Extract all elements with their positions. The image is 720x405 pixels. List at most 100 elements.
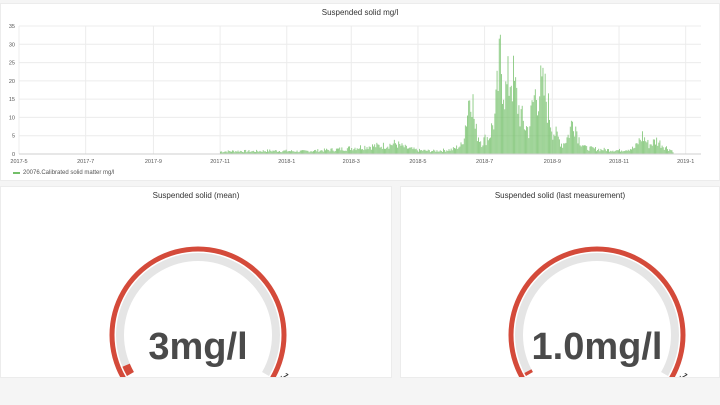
data-bar bbox=[385, 148, 387, 154]
data-bar bbox=[363, 150, 365, 154]
data-bar bbox=[317, 149, 319, 154]
data-bar bbox=[338, 148, 340, 154]
data-bar bbox=[656, 137, 658, 154]
data-bar bbox=[267, 149, 268, 154]
data-bar bbox=[387, 146, 389, 154]
data-bar bbox=[434, 150, 436, 154]
data-bar bbox=[530, 105, 532, 154]
data-bar bbox=[638, 138, 640, 154]
data-bar bbox=[473, 118, 475, 154]
x-tick-label: 2018-1 bbox=[278, 159, 295, 165]
data-bar bbox=[569, 126, 571, 154]
data-bar bbox=[405, 145, 407, 154]
data-bar bbox=[627, 149, 629, 154]
data-bar bbox=[269, 149, 271, 154]
data-bar bbox=[392, 143, 394, 154]
data-bar bbox=[564, 143, 566, 154]
x-tick-label: 2018-9 bbox=[544, 159, 561, 165]
data-bar bbox=[394, 143, 396, 154]
data-bar bbox=[380, 146, 382, 154]
data-bar bbox=[255, 152, 256, 154]
data-bar bbox=[417, 151, 419, 154]
data-bar bbox=[307, 150, 309, 154]
data-bar bbox=[279, 151, 281, 154]
x-tick-label: 2018-11 bbox=[609, 159, 629, 165]
data-bar bbox=[228, 151, 230, 154]
y-tick-label: 20 bbox=[9, 79, 15, 85]
data-bar bbox=[439, 150, 441, 154]
data-bar bbox=[510, 85, 512, 154]
gauge-title-last[interactable]: Suspended solid (last measurement) bbox=[494, 191, 626, 200]
data-bar bbox=[261, 151, 263, 154]
data-bar bbox=[515, 77, 517, 154]
data-bar bbox=[516, 87, 518, 154]
data-bar bbox=[574, 136, 576, 154]
data-bar bbox=[461, 144, 463, 154]
data-bar bbox=[302, 150, 303, 154]
gauge-min-label: 0 bbox=[503, 376, 516, 377]
data-bar bbox=[506, 84, 508, 154]
data-bar bbox=[283, 150, 285, 154]
data-bar bbox=[507, 56, 509, 154]
data-bar bbox=[487, 140, 489, 154]
data-bar bbox=[645, 141, 647, 154]
data-bar bbox=[441, 151, 443, 154]
data-bar bbox=[382, 142, 384, 154]
data-bar bbox=[226, 152, 228, 154]
data-bar bbox=[404, 144, 406, 154]
data-bar bbox=[553, 134, 555, 154]
data-bar bbox=[581, 145, 583, 154]
data-bar bbox=[326, 148, 328, 154]
data-bar bbox=[444, 150, 446, 154]
data-bar bbox=[478, 137, 479, 154]
data-bar bbox=[225, 151, 227, 154]
data-bar bbox=[232, 150, 234, 154]
data-bar bbox=[577, 143, 579, 154]
data-bar bbox=[624, 150, 626, 154]
data-bar bbox=[252, 150, 254, 154]
data-bar bbox=[479, 141, 481, 154]
y-tick-label: 0 bbox=[12, 152, 15, 158]
data-bar bbox=[544, 73, 546, 154]
data-bar bbox=[431, 151, 432, 154]
data-bar bbox=[554, 136, 556, 154]
data-bar bbox=[220, 151, 222, 154]
data-bar bbox=[378, 144, 380, 154]
data-bar bbox=[570, 120, 572, 154]
data-bar bbox=[367, 149, 369, 154]
data-bar bbox=[446, 150, 448, 154]
x-tick-label: 2018-5 bbox=[409, 159, 426, 165]
gauge-title-mean[interactable]: Suspended solid (mean) bbox=[152, 191, 240, 200]
data-bar bbox=[424, 149, 426, 154]
data-bar bbox=[272, 150, 274, 154]
data-bar bbox=[379, 147, 381, 154]
data-bar bbox=[316, 151, 318, 154]
data-bar bbox=[649, 144, 651, 154]
data-bar bbox=[573, 131, 575, 154]
gauge-min-label: 0 bbox=[104, 376, 117, 377]
data-bar bbox=[458, 147, 460, 154]
data-bar bbox=[494, 113, 496, 154]
data-bar bbox=[248, 150, 250, 154]
data-bar bbox=[533, 95, 535, 154]
data-bar bbox=[448, 149, 450, 154]
data-bar bbox=[429, 152, 431, 154]
data-bar bbox=[426, 150, 428, 154]
data-bar bbox=[406, 148, 408, 154]
data-bar bbox=[260, 151, 262, 154]
data-bar bbox=[357, 148, 359, 154]
chart-legend[interactable]: 20076.Calibrated solid matter mg/l bbox=[13, 170, 114, 176]
panel-title[interactable]: Suspended solid mg/l bbox=[321, 8, 399, 17]
data-bar bbox=[561, 143, 563, 154]
data-bar bbox=[617, 150, 619, 154]
data-bar bbox=[314, 150, 315, 154]
data-bar bbox=[650, 144, 652, 154]
data-bar bbox=[528, 138, 530, 154]
data-bar bbox=[362, 149, 364, 154]
data-bar bbox=[491, 123, 493, 154]
data-bar bbox=[532, 102, 534, 154]
data-bar bbox=[508, 95, 510, 154]
data-bar bbox=[288, 151, 290, 154]
data-bar bbox=[579, 145, 581, 154]
data-bar bbox=[450, 148, 452, 154]
